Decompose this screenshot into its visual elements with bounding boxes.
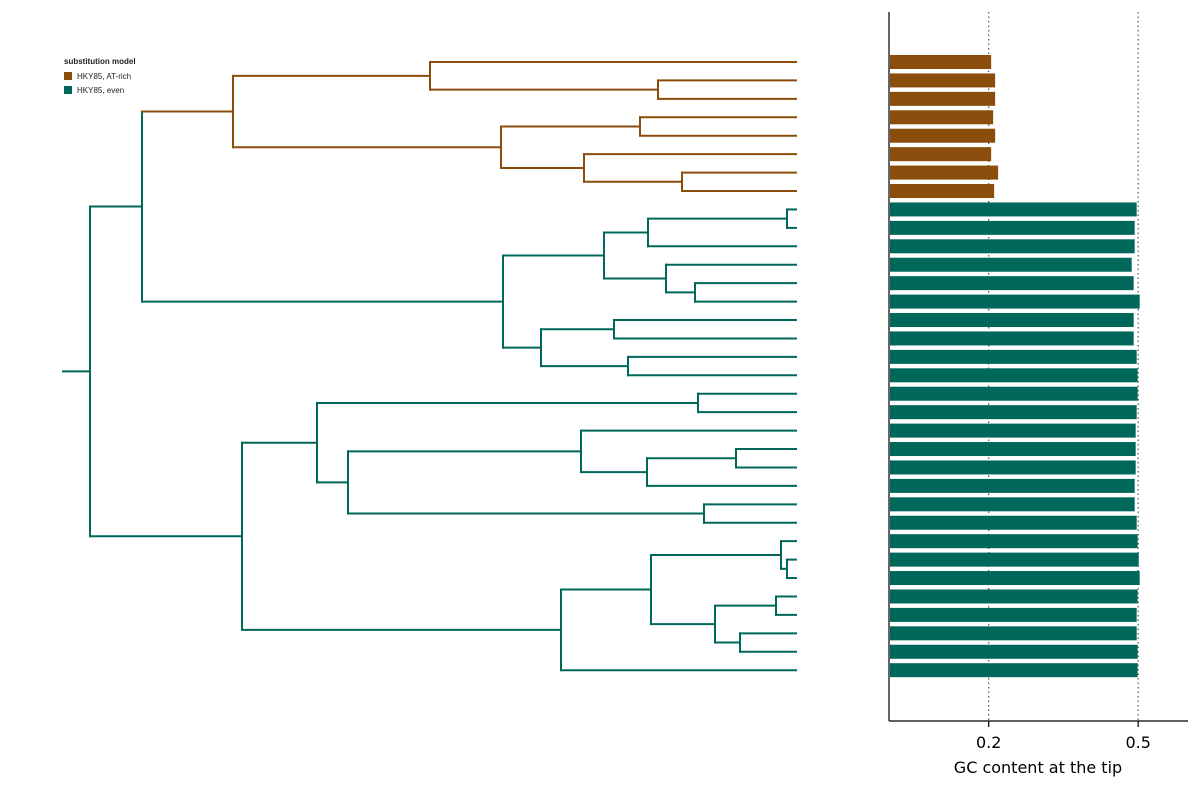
- legend-swatch-at-rich: [64, 72, 72, 80]
- legend-title: substitution model: [64, 57, 136, 66]
- gc-bar: [890, 110, 994, 125]
- gc-bar: [890, 368, 1138, 383]
- gc-bar: [890, 644, 1138, 659]
- gc-bar: [890, 239, 1135, 254]
- legend: substitution model HKY85, AT-rich HKY85,…: [64, 57, 136, 95]
- x-tick-label: 0.5: [1125, 733, 1150, 752]
- x-tick-label: 0.2: [976, 733, 1001, 752]
- gc-bar: [890, 423, 1136, 438]
- gc-bar: [890, 220, 1135, 235]
- gc-bar: [890, 442, 1136, 457]
- gc-bar: [890, 55, 992, 69]
- legend-label-even: HKY85, even: [77, 86, 124, 95]
- gc-bar-panel: 0.2 0.5 GC content at the tip: [888, 12, 1188, 777]
- gc-bar: [890, 202, 1137, 217]
- gc-bar: [890, 91, 996, 106]
- gc-bar: [890, 552, 1139, 567]
- gc-bar: [890, 607, 1137, 622]
- gc-bar: [890, 313, 1134, 328]
- legend-swatch-even: [64, 86, 72, 94]
- gc-bar: [890, 534, 1138, 549]
- phylogenetic-tree: [62, 61, 797, 672]
- gc-bar: [890, 165, 999, 180]
- gc-bar: [890, 497, 1135, 512]
- gc-bar: [890, 626, 1137, 641]
- gc-bar: [890, 331, 1134, 346]
- gc-bar: [890, 589, 1138, 604]
- x-axis-label: GC content at the tip: [954, 758, 1122, 777]
- gc-bar: [890, 515, 1137, 530]
- bars: [890, 55, 1140, 678]
- gc-bar: [890, 349, 1137, 364]
- gc-bar: [890, 571, 1140, 586]
- gc-bar: [890, 478, 1135, 493]
- gc-bar: [890, 460, 1136, 475]
- gc-bar: [890, 128, 996, 143]
- gc-bar: [890, 405, 1137, 420]
- x-ticks: 0.2 0.5: [976, 721, 1151, 752]
- gc-bar: [890, 73, 996, 88]
- gc-bar: [890, 147, 992, 162]
- gc-bar: [890, 663, 1138, 678]
- gc-bar: [890, 184, 995, 199]
- gc-bar: [890, 386, 1138, 401]
- legend-label-at-rich: HKY85, AT-rich: [77, 72, 131, 81]
- gc-bar: [890, 257, 1132, 272]
- gc-bar: [890, 276, 1134, 291]
- gc-bar: [890, 294, 1140, 309]
